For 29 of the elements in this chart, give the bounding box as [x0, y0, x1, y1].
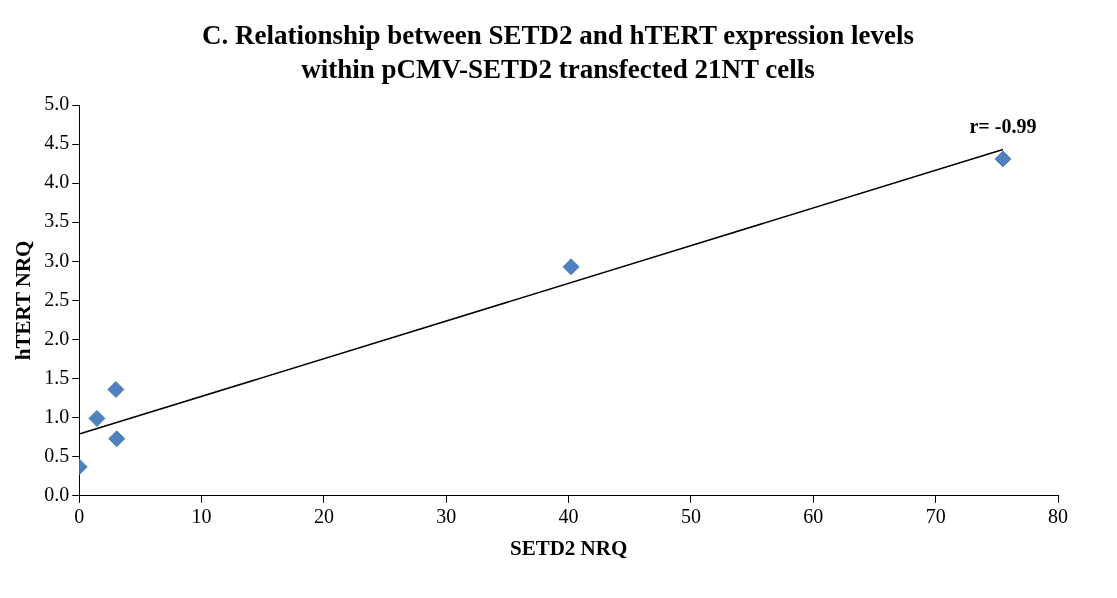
chart-title: C. Relationship between SETD2 and hTERT expression levels within pCMV-SETD2 transfected 21NT cells — [200, 19, 916, 86]
x-tick-label: 20 — [313, 505, 334, 528]
y-tick-label: 3.5 — [44, 209, 70, 232]
x-tick-label: 80 — [1048, 505, 1068, 528]
y-tick-label: 0.0 — [44, 483, 70, 506]
point — [88, 409, 106, 427]
annotation: r= -0.99 — [969, 114, 1037, 137]
x-tick-label: 10 — [191, 505, 212, 528]
x-axis-title: SETD2 NRQ — [509, 535, 628, 560]
point — [562, 258, 580, 276]
y-axis-title: hTERT NRQ — [11, 240, 36, 361]
y-tick-label: 2.0 — [44, 326, 70, 349]
y-tick-label: 1.0 — [44, 404, 70, 427]
point — [108, 430, 126, 448]
y-tick-label: 1.5 — [44, 365, 70, 388]
y-tick-label: 3.0 — [44, 248, 70, 271]
y-tick-label: 0.5 — [44, 443, 70, 466]
point — [107, 381, 125, 398]
x-tick-label: 40 — [558, 505, 579, 528]
x-tick-label: 0 — [74, 505, 85, 528]
x-tick-label: 60 — [803, 505, 824, 528]
x-tick-label: 30 — [436, 505, 457, 528]
y-tick-label: 4.0 — [44, 170, 70, 193]
x-tick-label: 70 — [925, 505, 946, 528]
x-tick-label: 50 — [680, 505, 701, 528]
y-tick-label: 5.0 — [44, 92, 70, 115]
y-tick-label: 2.5 — [44, 287, 70, 310]
point — [994, 150, 1012, 168]
y-tick-label: 4.5 — [44, 131, 70, 154]
